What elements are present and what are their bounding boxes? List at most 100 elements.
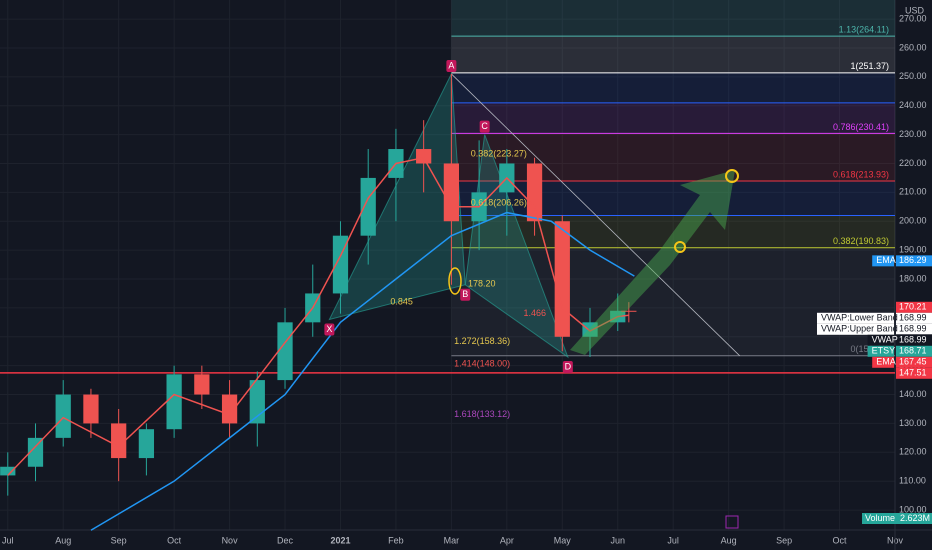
candle-body — [111, 423, 127, 459]
fib-label: 0.382(190.83) — [833, 236, 889, 246]
y-tick-label: 250.00 — [899, 71, 927, 81]
price-tag — [896, 356, 932, 368]
point-label: X — [326, 324, 332, 334]
ratio-label: 0.845 — [390, 296, 413, 306]
fib-zone — [451, 247, 895, 356]
candle-body — [27, 437, 44, 467]
candle-body — [221, 394, 238, 424]
x-tick-label: Dec — [277, 535, 294, 545]
x-tick-label: Aug — [55, 535, 71, 545]
y-tick-label: 140.00 — [899, 389, 927, 399]
point-badge — [562, 360, 573, 373]
candle-body — [277, 322, 293, 381]
fib-zone — [451, 102, 895, 134]
x-tick-label: Jul — [667, 535, 679, 545]
point-label: A — [448, 60, 454, 70]
indicator-line — [7, 156, 629, 476]
fib-zone — [451, 36, 895, 73]
candle-body — [138, 429, 155, 459]
x-tick-label: Aug — [721, 535, 737, 545]
price-tag-value: 168.99 — [899, 313, 927, 323]
price-tag-label: VWAP:Upper Band — [821, 324, 898, 334]
x-tick-label: Nov — [222, 535, 239, 545]
ratio-label: 1.618(133.12) — [454, 409, 510, 419]
candle-body — [55, 394, 71, 438]
x-tick-label: May — [554, 535, 572, 545]
point-label: C — [481, 121, 488, 131]
event-icon — [725, 515, 739, 529]
y-tick-label: 230.00 — [899, 129, 927, 139]
fib-label: 1.13(264.11) — [839, 24, 889, 34]
volume-tag — [862, 513, 932, 524]
candle-body — [166, 374, 182, 430]
price-tag — [896, 255, 932, 267]
point-badge — [460, 288, 471, 301]
price-tag-label: EMA — [876, 255, 896, 265]
y-tick-label: 120.00 — [899, 447, 927, 457]
x-tick-label: Apr — [500, 535, 514, 545]
price-tag-value: 168.99 — [899, 324, 927, 334]
price-tag-label: ETSY — [872, 346, 896, 356]
y-tick-label: 210.00 — [899, 187, 927, 197]
price-tag — [896, 367, 932, 379]
candle-body — [0, 466, 16, 476]
fib-zone — [451, 0, 895, 37]
candle-body — [83, 394, 99, 424]
price-tag-value: 168.71 — [899, 346, 927, 356]
candle-body — [554, 221, 570, 337]
price-tag-label: VWAP:Lower Band — [821, 313, 898, 323]
candle-body — [582, 322, 598, 337]
candle-body — [194, 374, 210, 395]
candle-body — [526, 163, 543, 222]
x-tick-label: Feb — [388, 535, 404, 545]
price-tag-name — [867, 345, 894, 357]
volume-label: Volume — [865, 513, 895, 523]
ratio-label: 1.414(148.00) — [454, 359, 510, 369]
x-tick-label: Oct — [833, 535, 848, 545]
y-tick-label: 110.00 — [899, 476, 926, 486]
y-tick-label: 260.00 — [899, 42, 927, 52]
point-label: B — [462, 289, 468, 299]
ratio-label: 1.466 — [523, 308, 546, 318]
x-tick-label: Jul — [2, 535, 14, 545]
x-tick-label: 2021 — [330, 535, 350, 545]
price-tag-value: 147.51 — [899, 368, 927, 378]
price-tag-name — [817, 323, 894, 335]
price-tag-value: 170.21 — [899, 302, 927, 312]
candle-body — [621, 310, 637, 312]
point-badge — [446, 59, 457, 72]
ratio-label: 178.20 — [468, 279, 496, 289]
candle-body — [332, 235, 349, 294]
ratio-label: 0.618(206.26) — [471, 198, 527, 208]
target-arrow — [448, 169, 739, 355]
price-tag — [896, 312, 932, 324]
fib-label: 1(251.37) — [850, 61, 889, 71]
price-tag — [896, 345, 932, 357]
fib-label: 0.786(230.41) — [833, 122, 889, 132]
price-tag-value: 168.99 — [899, 335, 927, 345]
point-badge — [479, 120, 490, 133]
x-tick-label: Mar — [444, 535, 460, 545]
trend-line — [451, 73, 741, 357]
price-tag-name — [867, 334, 894, 346]
y-tick-label: 180.00 — [899, 273, 927, 283]
y-tick-label: 240.00 — [899, 100, 927, 110]
y-tick-label: 270.00 — [899, 13, 927, 23]
y-tick-label: 130.00 — [899, 418, 927, 428]
x-tick-label: Sep — [111, 535, 127, 545]
volume-value: 2.623M — [900, 513, 930, 523]
fib-label: 0.618(213.93) — [833, 169, 889, 179]
candle-body — [416, 149, 432, 164]
currency: USD — [905, 5, 925, 15]
x-tick-label: Jun — [610, 535, 625, 545]
price-tag-label: VWAP — [872, 335, 898, 345]
x-tick-label: Oct — [167, 535, 182, 545]
y-tick-label: 100.00 — [899, 504, 927, 514]
price-tag-value: 186.29 — [899, 255, 927, 265]
fib-zone — [451, 133, 895, 182]
price-tag — [896, 301, 932, 313]
fib-zone — [451, 72, 895, 103]
price-tag-name — [872, 356, 894, 368]
